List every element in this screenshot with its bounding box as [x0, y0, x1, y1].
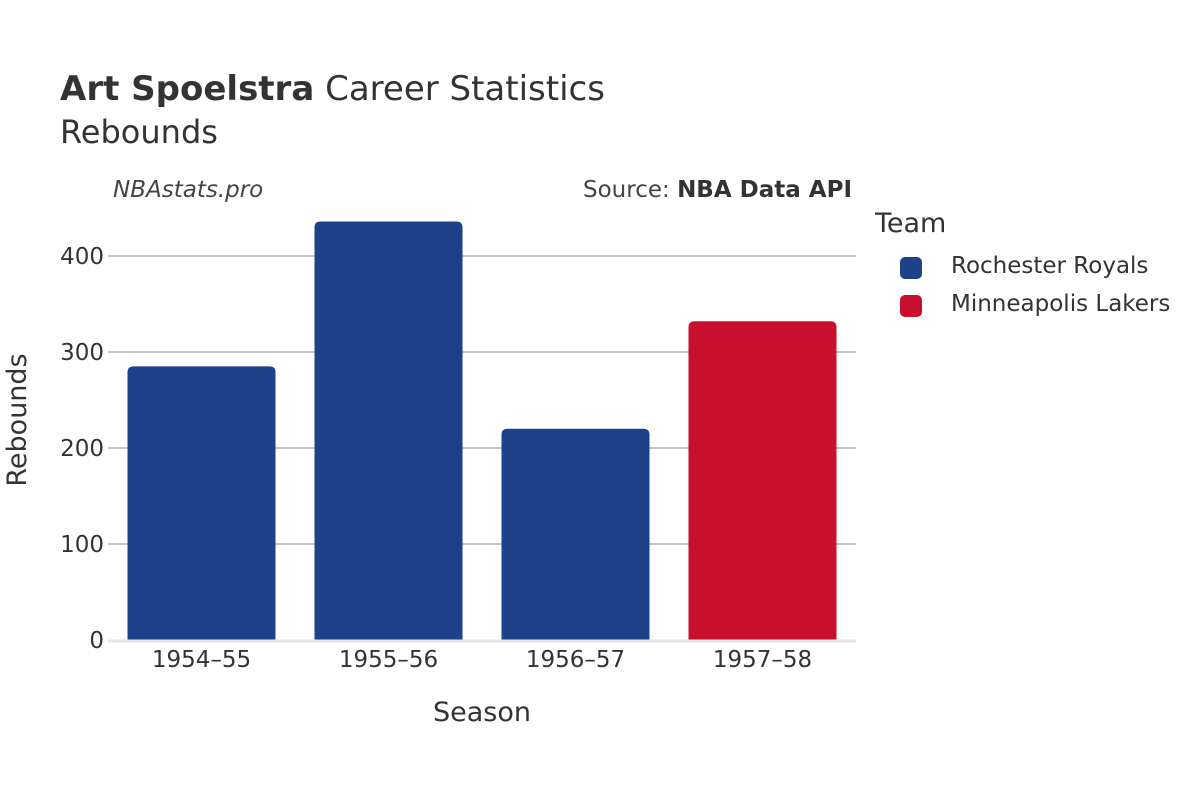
chart-title-player: Art Spoelstra [60, 69, 315, 109]
y-axis-title: Rebounds [2, 353, 33, 486]
bar-1957–58 [688, 321, 837, 640]
source-credit: Source: NBA Data API [583, 177, 852, 203]
x-tick-label-1957–58: 1957–58 [713, 647, 812, 673]
bar-1955–56 [314, 221, 463, 640]
chart-subtitle: Rebounds [60, 113, 218, 151]
chart-title: Art Spoelstra Career Statistics [60, 68, 605, 110]
legend-label-rochester-royals: Rochester Royals [951, 253, 1149, 279]
legend-label-minneapolis-lakers: Minneapolis Lakers [951, 291, 1171, 317]
legend-swatch-rochester-royals [900, 257, 922, 279]
source-prefix: Source: [583, 177, 678, 203]
y-tick-label-0: 0 [89, 628, 104, 654]
x-tick-label-1956–57: 1956–57 [526, 647, 625, 673]
bar-1954–55 [127, 366, 276, 640]
x-tick-label-1955–56: 1955–56 [339, 647, 438, 673]
y-tick-label-400: 400 [60, 244, 104, 270]
legend-swatch-minneapolis-lakers [900, 295, 922, 317]
watermark: NBAstats.pro [113, 177, 264, 203]
legend-title: Team [875, 208, 947, 239]
x-tick-label-1954–55: 1954–55 [152, 647, 251, 673]
y-tick-label-100: 100 [60, 532, 104, 558]
y-tick-label-300: 300 [60, 340, 104, 366]
source-name: NBA Data API [677, 177, 852, 203]
x-axis-title: Season [433, 697, 531, 728]
y-tick-label-200: 200 [60, 436, 104, 462]
bar-1956–57 [501, 428, 650, 640]
chart-title-rest: Career Statistics [325, 69, 605, 109]
